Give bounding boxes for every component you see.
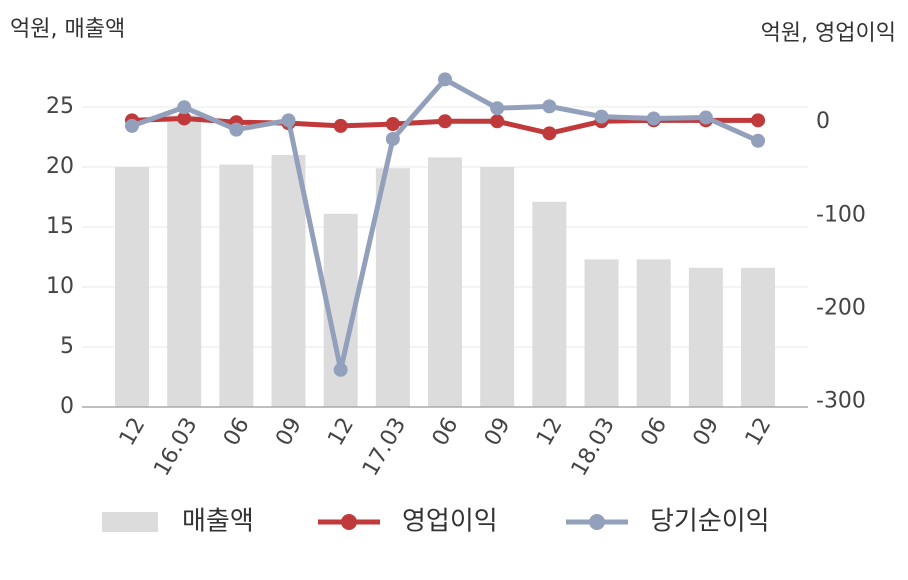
line-marker bbox=[438, 72, 453, 87]
line-marker bbox=[646, 111, 661, 126]
x-tick-label: 09 bbox=[271, 414, 307, 451]
bar bbox=[428, 157, 463, 407]
legend-label: 매출액 bbox=[182, 507, 254, 537]
line-marker bbox=[751, 113, 766, 128]
bar bbox=[584, 259, 619, 407]
bar bbox=[636, 259, 671, 407]
line-marker bbox=[542, 126, 557, 141]
x-tick-label: 06 bbox=[636, 414, 672, 451]
x-tick-label: 18.03 bbox=[567, 414, 620, 481]
y2-tick-label: -200 bbox=[816, 295, 866, 320]
y-tick-label: 5 bbox=[60, 334, 74, 359]
bar bbox=[167, 115, 202, 408]
line-marker bbox=[333, 362, 348, 377]
x-tick-label: 12 bbox=[323, 414, 359, 451]
bar bbox=[688, 267, 723, 407]
x-tick-label: 12 bbox=[532, 414, 568, 451]
line-marker bbox=[229, 122, 244, 137]
line-marker bbox=[490, 114, 505, 129]
y-tick-label: 10 bbox=[46, 274, 74, 299]
bar bbox=[375, 168, 410, 407]
bar bbox=[115, 167, 149, 407]
y-tick-label: 15 bbox=[46, 214, 74, 239]
line-marker bbox=[594, 109, 609, 124]
line-marker bbox=[177, 100, 192, 115]
x-tick-label: 16.03 bbox=[149, 414, 202, 481]
line-marker bbox=[490, 101, 505, 116]
line-marker bbox=[385, 117, 400, 132]
legend-label: 영업이익 bbox=[402, 507, 498, 537]
x-tick-label: 09 bbox=[689, 414, 725, 451]
y2-tick-label: -100 bbox=[816, 202, 866, 227]
bar bbox=[741, 267, 776, 407]
bar bbox=[480, 167, 515, 407]
left-unit-label: 억원, 매출액 bbox=[10, 17, 125, 42]
legend-label: 당기순이익 bbox=[650, 507, 770, 537]
legend-swatch bbox=[102, 512, 158, 532]
x-tick-label: 09 bbox=[480, 414, 516, 451]
line-marker bbox=[125, 118, 139, 133]
x-tick-label: 12 bbox=[115, 414, 151, 451]
y-tick-label: 20 bbox=[46, 154, 74, 179]
y2-tick-label: 0 bbox=[816, 109, 830, 134]
y2-tick-label: -300 bbox=[816, 388, 866, 413]
x-tick-label: 12 bbox=[741, 414, 777, 451]
legend-swatch bbox=[589, 514, 605, 530]
line-marker bbox=[385, 131, 400, 146]
right-unit-label: 억원, 영업이익 bbox=[761, 21, 896, 46]
line-marker bbox=[281, 113, 296, 128]
x-tick-label: 06 bbox=[428, 414, 464, 451]
bar bbox=[219, 164, 254, 407]
x-tick-label: 06 bbox=[219, 414, 255, 451]
line-marker bbox=[438, 114, 453, 129]
y-tick-label: 0 bbox=[60, 394, 74, 419]
line-marker bbox=[698, 110, 713, 125]
legend-swatch bbox=[341, 514, 357, 530]
x-tick-label: 17.03 bbox=[358, 414, 411, 481]
line-marker bbox=[751, 133, 766, 148]
bar bbox=[532, 201, 567, 407]
bar bbox=[271, 155, 306, 407]
y-tick-label: 25 bbox=[46, 94, 74, 119]
line-marker bbox=[177, 111, 192, 126]
line-marker bbox=[542, 99, 557, 114]
line-marker bbox=[333, 118, 348, 133]
